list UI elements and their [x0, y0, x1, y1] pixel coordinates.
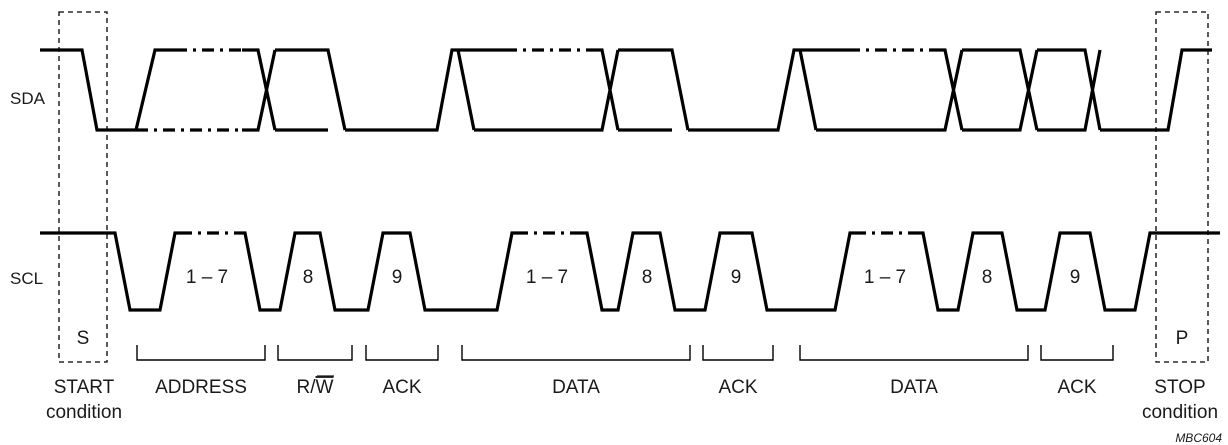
bracket-ack2	[702, 345, 774, 361]
sda-ack-1	[345, 48, 458, 132]
bracket-data1	[461, 345, 691, 361]
bracket-data2	[799, 345, 1029, 361]
stop-condition-box	[1155, 11, 1209, 363]
field-label-data2: DATA	[890, 377, 938, 398]
clock-label-data2-bit8: 8	[982, 267, 993, 288]
clock-label-data2: 1 – 7	[864, 267, 906, 288]
start-symbol: S	[77, 328, 90, 349]
clock-label-address: 1 – 7	[186, 267, 228, 288]
sda-data1-bit8	[618, 48, 690, 132]
sda-data2-cross-a	[932, 48, 964, 132]
field-label-ack1: ACK	[382, 377, 421, 398]
sda-label: SDA	[10, 89, 46, 108]
sda-data2-cross-b	[962, 48, 1039, 132]
start-caption-line1: START	[54, 377, 115, 398]
sda-address-end-cross	[242, 48, 277, 132]
scl-label: SCL	[10, 269, 43, 288]
figure-id: MBC604	[1175, 431, 1222, 445]
field-label-ack2: ACK	[718, 377, 757, 398]
sda-data1-cross-a	[590, 48, 620, 132]
bracket-ack3	[1040, 345, 1114, 361]
scl-pulses-a	[240, 231, 516, 312]
clock-label-ack2: 9	[731, 267, 742, 288]
bracket-ack1	[365, 345, 439, 361]
stop-caption-line1: STOP	[1154, 377, 1205, 398]
sda-stop-rise	[1100, 48, 1212, 132]
sda-rw-bit	[275, 48, 347, 132]
scl-pulses-c	[918, 231, 1220, 312]
scl-pulses-b	[582, 231, 854, 312]
clock-label-ack3: 9	[1070, 267, 1081, 288]
field-label-rw: R/W	[297, 377, 334, 398]
field-label-address: ADDRESS	[155, 377, 247, 398]
sda-ack-3	[1037, 48, 1102, 132]
start-caption-line2: condition	[46, 402, 122, 423]
sda-start-fall	[40, 48, 136, 132]
scl-waveform	[40, 231, 1220, 312]
clock-label-rw: 8	[303, 267, 314, 288]
clock-label-data1-bit8: 8	[642, 267, 653, 288]
sda-waveform	[40, 48, 1212, 132]
stop-symbol: P	[1176, 328, 1189, 349]
clock-label-data1: 1 – 7	[526, 267, 568, 288]
scl-start	[40, 231, 180, 312]
field-label-rw-r: R/	[297, 377, 317, 398]
field-brackets	[136, 345, 1114, 361]
field-label-data1: DATA	[552, 377, 600, 398]
bracket-rw	[277, 345, 353, 361]
field-label-rw-w: W	[316, 377, 334, 398]
stop-caption-line2: condition	[1142, 402, 1218, 423]
start-condition-box	[58, 11, 108, 363]
clock-label-ack1: 9	[392, 267, 403, 288]
sda-data1-start	[456, 48, 505, 131]
sda-ack-2	[688, 48, 800, 132]
sda-data2-start	[798, 48, 848, 131]
field-label-ack3: ACK	[1057, 377, 1096, 398]
bracket-address	[136, 345, 266, 361]
sda-address-rise	[134, 48, 175, 131]
